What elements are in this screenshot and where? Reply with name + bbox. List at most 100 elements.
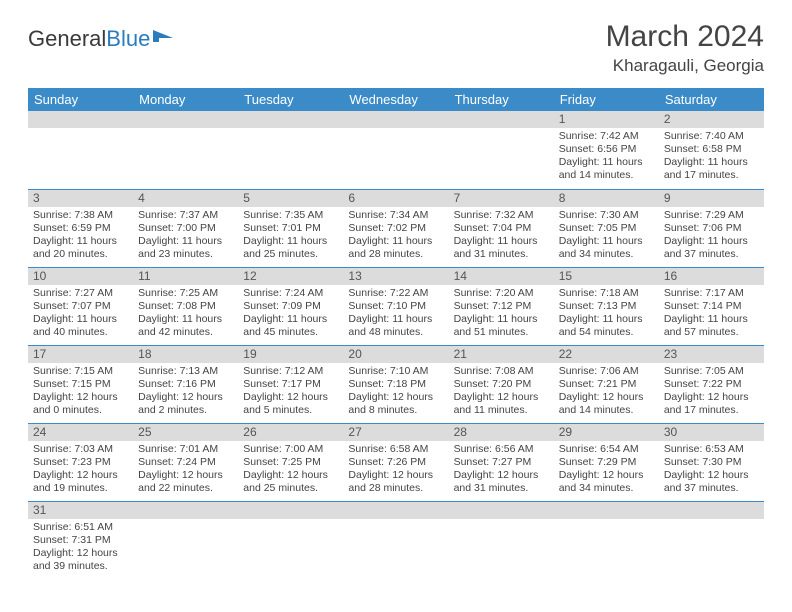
calendar-cell xyxy=(238,111,343,189)
daylight-line: Daylight: 12 hours and 31 minutes. xyxy=(454,469,549,495)
sunrise-line: Sunrise: 7:08 AM xyxy=(454,365,549,378)
day-details: Sunrise: 7:00 AMSunset: 7:25 PMDaylight:… xyxy=(238,441,343,499)
month-title: March 2024 xyxy=(606,20,764,54)
sunset-line: Sunset: 7:20 PM xyxy=(454,378,549,391)
daylight-line: Daylight: 12 hours and 28 minutes. xyxy=(348,469,443,495)
calendar-cell: 2Sunrise: 7:40 AMSunset: 6:58 PMDaylight… xyxy=(659,111,764,189)
day-number: 25 xyxy=(133,424,238,441)
sunset-line: Sunset: 7:13 PM xyxy=(559,300,654,313)
sunset-line: Sunset: 7:10 PM xyxy=(348,300,443,313)
sunrise-line: Sunrise: 7:37 AM xyxy=(138,209,233,222)
day-number: 28 xyxy=(449,424,554,441)
calendar-cell: 9Sunrise: 7:29 AMSunset: 7:06 PMDaylight… xyxy=(659,189,764,267)
sunrise-line: Sunrise: 7:42 AM xyxy=(559,130,654,143)
sunrise-line: Sunrise: 7:22 AM xyxy=(348,287,443,300)
day-number xyxy=(133,111,238,128)
day-details: Sunrise: 6:53 AMSunset: 7:30 PMDaylight:… xyxy=(659,441,764,499)
sunset-line: Sunset: 7:26 PM xyxy=(348,456,443,469)
sunrise-line: Sunrise: 7:15 AM xyxy=(33,365,128,378)
sunset-line: Sunset: 7:01 PM xyxy=(243,222,338,235)
calendar-row: 17Sunrise: 7:15 AMSunset: 7:15 PMDayligh… xyxy=(28,345,764,423)
sunset-line: Sunset: 7:04 PM xyxy=(454,222,549,235)
day-details: Sunrise: 6:51 AMSunset: 7:31 PMDaylight:… xyxy=(28,519,133,577)
daylight-line: Daylight: 11 hours and 48 minutes. xyxy=(348,313,443,339)
sunset-line: Sunset: 7:05 PM xyxy=(559,222,654,235)
calendar-cell xyxy=(133,111,238,189)
sunrise-line: Sunrise: 7:25 AM xyxy=(138,287,233,300)
day-details: Sunrise: 7:20 AMSunset: 7:12 PMDaylight:… xyxy=(449,285,554,343)
daylight-line: Daylight: 12 hours and 5 minutes. xyxy=(243,391,338,417)
day-details: Sunrise: 7:12 AMSunset: 7:17 PMDaylight:… xyxy=(238,363,343,421)
sunset-line: Sunset: 7:02 PM xyxy=(348,222,443,235)
calendar-cell: 12Sunrise: 7:24 AMSunset: 7:09 PMDayligh… xyxy=(238,267,343,345)
day-details: Sunrise: 7:17 AMSunset: 7:14 PMDaylight:… xyxy=(659,285,764,343)
day-details: Sunrise: 6:58 AMSunset: 7:26 PMDaylight:… xyxy=(343,441,448,499)
day-number: 21 xyxy=(449,346,554,363)
daylight-line: Daylight: 12 hours and 19 minutes. xyxy=(33,469,128,495)
weekday-header: Friday xyxy=(554,88,659,111)
calendar-cell: 30Sunrise: 6:53 AMSunset: 7:30 PMDayligh… xyxy=(659,423,764,501)
day-details xyxy=(133,128,238,184)
calendar-cell: 24Sunrise: 7:03 AMSunset: 7:23 PMDayligh… xyxy=(28,423,133,501)
day-number: 23 xyxy=(659,346,764,363)
calendar-cell xyxy=(133,501,238,579)
day-number: 5 xyxy=(238,190,343,207)
day-number: 27 xyxy=(343,424,448,441)
sunrise-line: Sunrise: 7:40 AM xyxy=(664,130,759,143)
calendar-row: 3Sunrise: 7:38 AMSunset: 6:59 PMDaylight… xyxy=(28,189,764,267)
calendar-cell: 4Sunrise: 7:37 AMSunset: 7:00 PMDaylight… xyxy=(133,189,238,267)
day-number: 11 xyxy=(133,268,238,285)
daylight-line: Daylight: 12 hours and 11 minutes. xyxy=(454,391,549,417)
daylight-line: Daylight: 12 hours and 39 minutes. xyxy=(33,547,128,573)
daylight-line: Daylight: 12 hours and 17 minutes. xyxy=(664,391,759,417)
daylight-line: Daylight: 11 hours and 45 minutes. xyxy=(243,313,338,339)
day-details: Sunrise: 7:03 AMSunset: 7:23 PMDaylight:… xyxy=(28,441,133,499)
day-number: 22 xyxy=(554,346,659,363)
day-number: 30 xyxy=(659,424,764,441)
sunset-line: Sunset: 7:25 PM xyxy=(243,456,338,469)
sunrise-line: Sunrise: 7:34 AM xyxy=(348,209,443,222)
day-number: 16 xyxy=(659,268,764,285)
sunrise-line: Sunrise: 7:18 AM xyxy=(559,287,654,300)
logo-text-1: General xyxy=(28,26,106,52)
sunset-line: Sunset: 7:30 PM xyxy=(664,456,759,469)
day-number xyxy=(28,111,133,128)
weekday-header: Sunday xyxy=(28,88,133,111)
day-number: 7 xyxy=(449,190,554,207)
day-details xyxy=(343,519,448,575)
day-details: Sunrise: 7:10 AMSunset: 7:18 PMDaylight:… xyxy=(343,363,448,421)
title-block: March 2024 Kharagauli, Georgia xyxy=(606,20,764,76)
day-details: Sunrise: 7:22 AMSunset: 7:10 PMDaylight:… xyxy=(343,285,448,343)
day-number: 8 xyxy=(554,190,659,207)
calendar-cell: 26Sunrise: 7:00 AMSunset: 7:25 PMDayligh… xyxy=(238,423,343,501)
day-details: Sunrise: 7:18 AMSunset: 7:13 PMDaylight:… xyxy=(554,285,659,343)
sunset-line: Sunset: 6:58 PM xyxy=(664,143,759,156)
day-details xyxy=(554,519,659,575)
calendar-cell: 22Sunrise: 7:06 AMSunset: 7:21 PMDayligh… xyxy=(554,345,659,423)
calendar-cell: 16Sunrise: 7:17 AMSunset: 7:14 PMDayligh… xyxy=(659,267,764,345)
day-details xyxy=(238,128,343,184)
calendar-cell xyxy=(343,501,448,579)
calendar-body: 1Sunrise: 7:42 AMSunset: 6:56 PMDaylight… xyxy=(28,111,764,579)
day-number xyxy=(449,111,554,128)
day-details: Sunrise: 6:54 AMSunset: 7:29 PMDaylight:… xyxy=(554,441,659,499)
sunset-line: Sunset: 7:08 PM xyxy=(138,300,233,313)
day-details: Sunrise: 7:25 AMSunset: 7:08 PMDaylight:… xyxy=(133,285,238,343)
calendar-row: 1Sunrise: 7:42 AMSunset: 6:56 PMDaylight… xyxy=(28,111,764,189)
day-details: Sunrise: 7:06 AMSunset: 7:21 PMDaylight:… xyxy=(554,363,659,421)
daylight-line: Daylight: 12 hours and 14 minutes. xyxy=(559,391,654,417)
sunrise-line: Sunrise: 7:00 AM xyxy=(243,443,338,456)
daylight-line: Daylight: 11 hours and 25 minutes. xyxy=(243,235,338,261)
day-details xyxy=(343,128,448,184)
day-number: 1 xyxy=(554,111,659,128)
daylight-line: Daylight: 11 hours and 51 minutes. xyxy=(454,313,549,339)
day-number: 20 xyxy=(343,346,448,363)
day-number: 17 xyxy=(28,346,133,363)
sunrise-line: Sunrise: 6:54 AM xyxy=(559,443,654,456)
day-details: Sunrise: 7:01 AMSunset: 7:24 PMDaylight:… xyxy=(133,441,238,499)
weekday-header: Thursday xyxy=(449,88,554,111)
calendar-cell: 14Sunrise: 7:20 AMSunset: 7:12 PMDayligh… xyxy=(449,267,554,345)
day-details: Sunrise: 7:32 AMSunset: 7:04 PMDaylight:… xyxy=(449,207,554,265)
logo-text-2: Blue xyxy=(106,26,150,52)
day-number: 26 xyxy=(238,424,343,441)
